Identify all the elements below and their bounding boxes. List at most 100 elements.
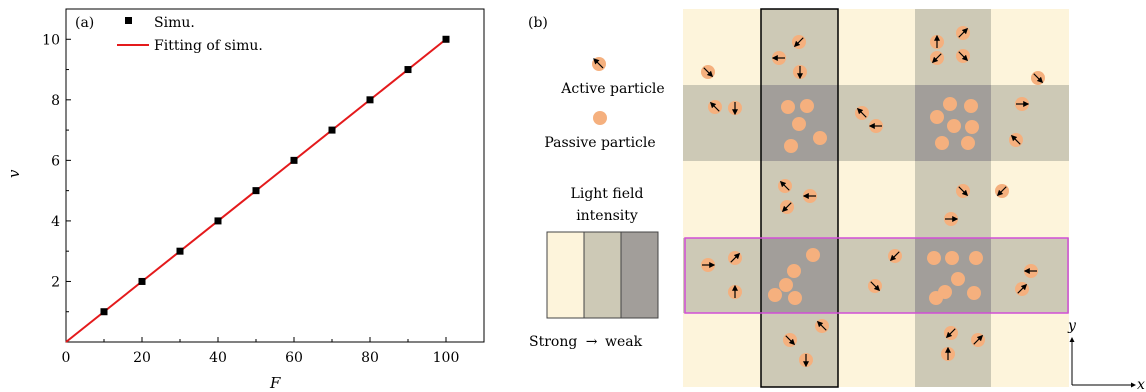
intensity-swatch-weak [620,231,659,319]
intensity-swatch-medium [583,231,622,319]
direction-arrow-icon [958,186,969,197]
passive-particle [787,264,801,278]
y-tick-label: 6 [51,153,60,169]
field-band-vertical-right [915,9,991,387]
scale-arrow-icon: → [586,334,598,350]
passive-particle [930,110,944,124]
x-tick-label: 80 [361,350,379,366]
data-point [214,217,222,225]
passive-particle [935,136,949,150]
passive-particle [779,278,793,292]
direction-arrow-icon [856,107,867,118]
light-field-title-line2: intensity [576,208,638,224]
passive-particle-sample [593,111,607,125]
plot-marks [65,35,450,343]
x-tick-label: 0 [62,350,71,366]
field-background [683,9,1069,387]
direction-arrow-icon [889,251,900,262]
passive-particle [800,99,814,113]
direction-arrow-icon [730,252,741,263]
data-point [252,187,260,195]
x-axis-name: x [1137,377,1145,392]
intensity-swatch-strong [546,231,585,319]
direction-arrow-icon [785,335,796,346]
passive-particle [927,251,941,265]
plot-frame [65,8,485,343]
data-point [176,247,184,255]
data-point [138,277,146,285]
passive-particle [951,272,965,286]
legend-label-simu: Simu. [154,15,195,31]
x-tick-label: 20 [133,350,151,366]
panel-label-a: (a) [75,15,94,31]
passive-particle [813,131,827,145]
particles [701,26,1045,368]
x-axis-label: F [269,374,281,392]
direction-arrow-icon [703,67,714,78]
direction-arrow-icon [781,202,792,213]
legend-marker-simu [125,17,132,24]
data-point [328,126,336,134]
field-band-horizontal-bottom [683,238,1069,313]
passive-particle [943,97,957,111]
active-particle-sample-arrow-icon [593,58,604,69]
passive-particle [784,139,798,153]
x-tick-label: 60 [285,350,303,366]
light-field-title-line1: Light field [571,186,644,202]
direction-arrow-icon [1010,134,1021,145]
diagram-panel-b: (b) Active particle Passive particle Lig… [528,8,1145,392]
passive-particle [967,286,981,300]
scale-caption: Strong → weak [529,334,643,350]
y-axis: 2 4 6 8 10 [42,32,71,313]
data-point [290,156,298,164]
passive-particle [781,100,795,114]
data-point [366,96,374,104]
passive-particle [965,120,979,134]
direction-arrow-icon [1017,283,1028,294]
direction-arrow-icon [945,328,956,339]
highlight-box-column [760,8,839,388]
direction-arrow-icon [816,320,827,331]
direction-arrow-icon [958,27,969,38]
scale-end: weak [605,334,643,350]
x-tick-label: 100 [433,350,460,366]
highlight-box-row [684,237,1069,314]
passive-particle [945,251,959,265]
panel-label-b: (b) [528,15,548,31]
direction-arrow-icon [779,180,790,191]
data-point [100,308,108,316]
direction-arrow-icon [931,53,942,64]
direction-arrow-icon [958,51,969,62]
passive-particle [788,291,802,305]
y-tick-label: 8 [51,93,60,109]
y-tick-label: 2 [51,274,60,290]
x-axis: 0 20 40 60 80 100 [62,337,460,366]
direction-arrow-icon [973,334,984,345]
y-tick-label: 4 [51,214,60,230]
passive-particle [947,119,961,133]
legend: Simu. Fitting of simu. [117,15,263,54]
y-axis-name: y [1067,318,1077,334]
passive-particle [969,251,983,265]
passive-particle [768,288,782,302]
passive-particle [792,117,806,131]
y-axis-label: v [5,169,23,178]
direction-arrow-icon [793,37,804,48]
x-tick-label: 40 [209,350,227,366]
passive-particle-label: Passive particle [544,135,655,151]
passive-particle [806,248,820,262]
y-tick-label: 10 [42,32,60,48]
passive-particle [964,99,978,113]
active-particle-label: Active particle [560,81,664,97]
direction-arrow-icon [996,186,1007,197]
direction-arrow-icon [1033,73,1044,84]
data-point [404,66,412,74]
legend-label-fit: Fitting of simu. [154,38,263,54]
passive-particle [961,136,975,150]
direction-arrow-icon [709,101,720,112]
scale-start: Strong [529,334,577,350]
chart-panel-a: 0 20 40 60 80 100 2 4 6 8 10 (a) Simu. Fitting of… [5,8,485,392]
direction-arrow-icon [870,281,881,292]
data-point [442,35,450,43]
